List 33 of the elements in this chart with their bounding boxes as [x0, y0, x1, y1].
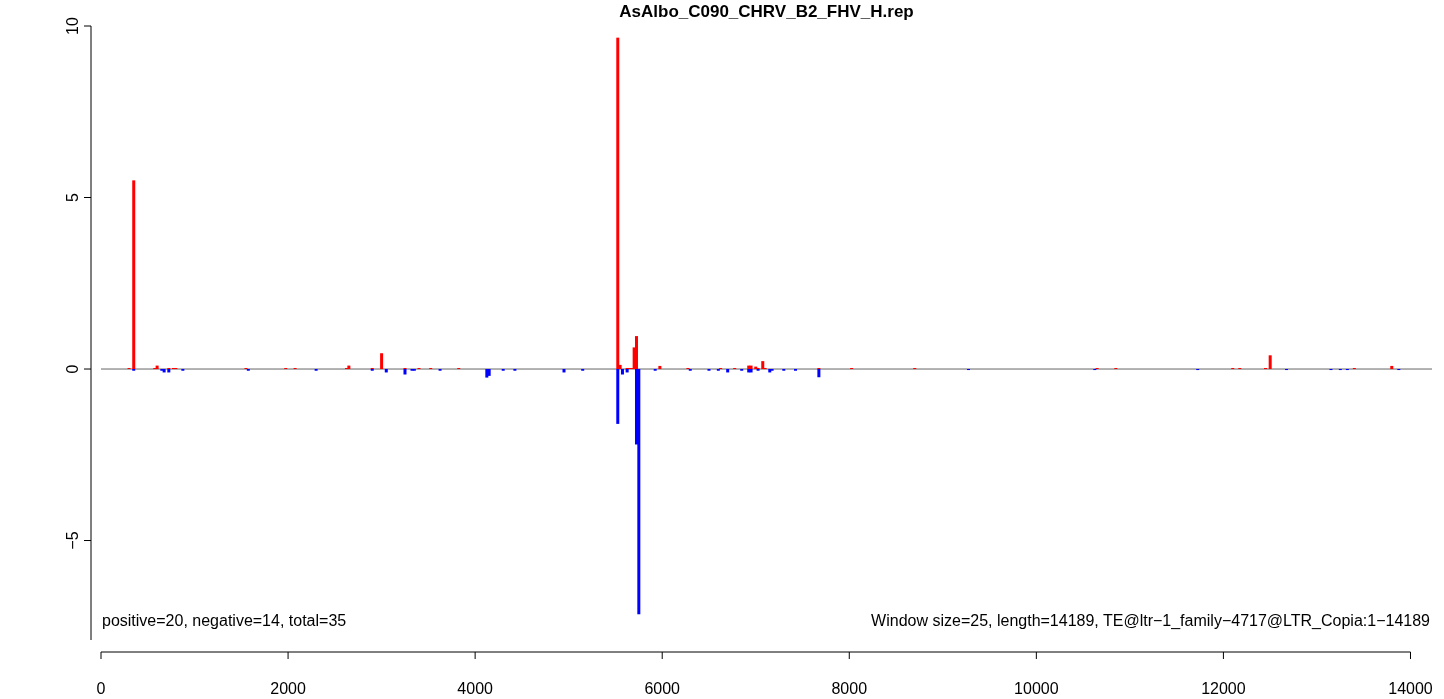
- bar: [132, 180, 136, 370]
- bar: [625, 369, 629, 373]
- annotation: Window size=25, length=14189, TE@ltr−1_family−4717@LTR_Copia:1−14189: [871, 612, 1431, 630]
- y-tick-label: −5: [64, 531, 81, 550]
- bar: [562, 369, 566, 373]
- bar: [726, 369, 730, 373]
- x-tick-label: 12000: [1201, 680, 1246, 697]
- bar: [167, 369, 171, 373]
- bar: [403, 369, 407, 375]
- y-tick-label: 0: [64, 364, 81, 374]
- bar: [637, 369, 641, 615]
- bar: [616, 369, 620, 424]
- bar: [380, 353, 384, 370]
- bar: [634, 336, 638, 370]
- x-tick-label: 8000: [831, 680, 868, 697]
- bar: [1268, 355, 1272, 370]
- bar: [620, 369, 624, 375]
- y-tick-label: 5: [64, 192, 81, 202]
- bar: [1390, 365, 1394, 370]
- x-tick-label: 4000: [457, 680, 494, 697]
- chart-title: AsAlbo_C090_CHRV_B2_FHV_H.rep: [619, 2, 914, 21]
- bar: [761, 361, 765, 370]
- x-tick-label: 14000: [1388, 680, 1433, 697]
- annotation: positive=20, negative=14, total=35: [102, 612, 347, 629]
- bar: [384, 369, 388, 373]
- x-tick-label: 0: [96, 680, 106, 697]
- x-tick-label: 2000: [270, 680, 306, 697]
- x-tick-label: 10000: [1014, 680, 1059, 697]
- y-tick-label: 10: [64, 17, 81, 35]
- bar: [616, 37, 620, 370]
- bar: [817, 369, 821, 378]
- bar: [658, 365, 662, 370]
- x-tick-label: 6000: [644, 680, 681, 697]
